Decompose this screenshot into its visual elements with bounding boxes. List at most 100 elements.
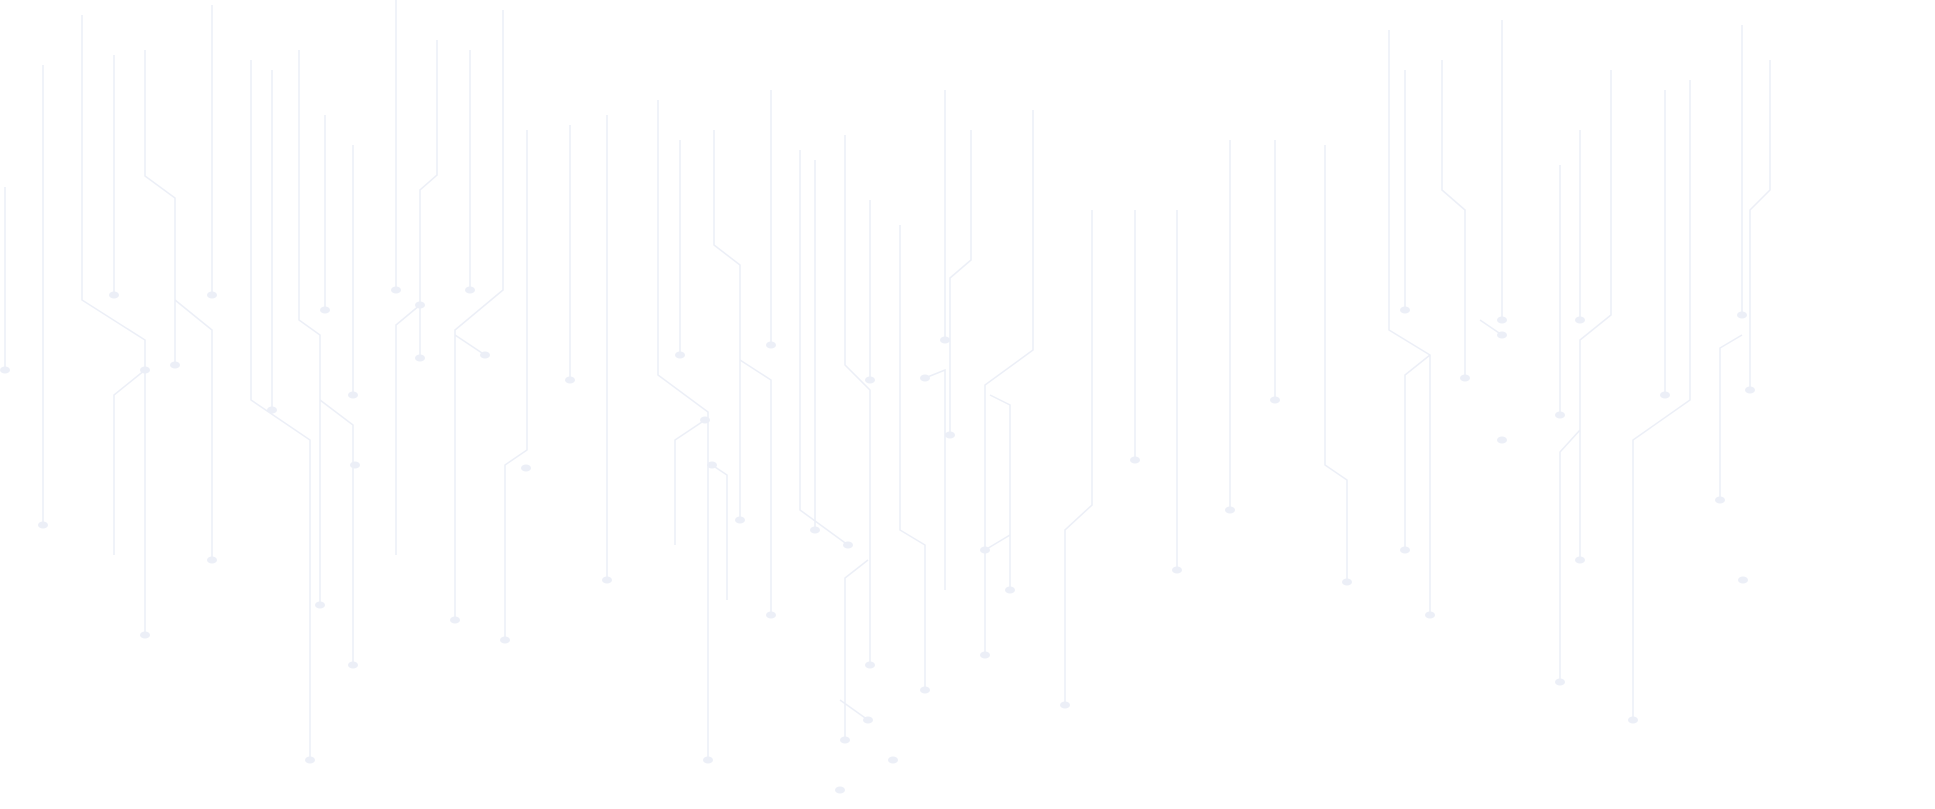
circuit-node-dot — [766, 611, 776, 619]
circuit-trace — [504, 130, 528, 640]
circuit-trace — [984, 110, 1034, 655]
circuit-node-dot — [863, 716, 873, 724]
circuit-trace — [1579, 70, 1612, 560]
circuit-trace — [1324, 145, 1348, 582]
circuit-trace — [395, 304, 421, 555]
circuit-node-dot — [1738, 576, 1748, 584]
circuit-trace — [984, 534, 1011, 551]
circuit-trace — [174, 299, 213, 560]
circuit-node-dot — [1005, 586, 1015, 594]
circuit-trace — [419, 40, 438, 358]
circuit-node-dot — [888, 756, 898, 764]
circuit-node-dot — [1270, 396, 1280, 404]
circuit-node-dot — [415, 354, 425, 362]
circuit-trace — [1632, 80, 1691, 720]
circuit-trace — [674, 419, 706, 545]
circuit-node-dot — [675, 351, 685, 359]
circuit-node-dot — [465, 286, 475, 294]
circuit-node-dot — [1400, 546, 1410, 554]
circuit-node-dot — [865, 376, 875, 384]
circuit-trace — [844, 559, 869, 740]
circuit-node-dot — [207, 556, 217, 564]
circuit-trace — [713, 130, 741, 520]
circuit-node-dot — [1130, 456, 1140, 464]
circuit-node-dot — [0, 366, 10, 374]
circuit-trace — [250, 60, 311, 760]
circuit-node-dot — [1575, 556, 1585, 564]
circuit-node-dot — [843, 541, 853, 549]
circuit-trace — [1064, 210, 1093, 705]
circuit-trace — [1749, 60, 1771, 390]
circuit-node-dot — [1628, 716, 1638, 724]
circuit-node-dot — [840, 736, 850, 744]
circuit-trace — [1441, 60, 1466, 378]
circuit-node-dot — [735, 516, 745, 524]
circuit-node-dot — [170, 361, 180, 369]
circuit-node-dot — [1342, 578, 1352, 586]
circuit-node-dot — [1575, 316, 1585, 324]
circuit-node-dot — [391, 286, 401, 294]
circuit-node-dot — [1497, 316, 1507, 324]
circuit-trace — [949, 130, 972, 435]
circuit-trace — [298, 50, 321, 605]
circuit-node-dot — [350, 461, 360, 469]
circuit-trace — [1559, 429, 1581, 682]
circuit-node-dot — [1660, 391, 1670, 399]
circuit-node-dot — [1497, 436, 1507, 444]
circuit-trace — [319, 399, 354, 665]
circuit-node-dot — [940, 336, 950, 344]
circuit-node-dot — [700, 416, 710, 424]
circuit-node-dot — [602, 576, 612, 584]
circuit-node-dot — [140, 631, 150, 639]
circuit-node-dot — [480, 351, 490, 359]
circuit-trace — [454, 334, 486, 356]
circuit-trace — [711, 464, 728, 600]
circuit-node-dot — [766, 341, 776, 349]
circuit-trace — [989, 394, 1011, 590]
circuit-node-dot — [320, 306, 330, 314]
circuit-trace — [1479, 319, 1503, 336]
circuit-node-dot — [450, 616, 460, 624]
circuit-node-dot — [707, 461, 717, 469]
circuit-trace — [1404, 354, 1431, 550]
circuit-trace — [1719, 334, 1743, 500]
circuit-node-dot — [500, 636, 510, 644]
circuit-node-dot — [1715, 496, 1725, 504]
circuit-trace — [657, 100, 709, 760]
circuit-node-dot — [920, 686, 930, 694]
circuit-node-dot — [415, 301, 425, 309]
circuit-trace — [899, 225, 926, 690]
circuit-node-dot — [109, 291, 119, 299]
circuit-node-dot — [920, 374, 930, 382]
circuit-node-dot — [1497, 331, 1507, 339]
circuit-node-dot — [1737, 311, 1747, 319]
circuit-node-dot — [1060, 701, 1070, 709]
circuit-node-dot — [38, 521, 48, 529]
circuit-node-dot — [1225, 506, 1235, 514]
circuit-trace — [844, 135, 871, 665]
circuit-trace — [839, 699, 869, 721]
circuit-node-dot — [565, 376, 575, 384]
circuit-node-dot — [810, 526, 820, 534]
circuit-node-dot — [267, 406, 277, 414]
circuit-node-dot — [305, 756, 315, 764]
circuit-trace — [454, 10, 504, 620]
circuit-trace — [81, 15, 146, 635]
circuit-node-dot — [1460, 374, 1470, 382]
circuit-node-dot — [1425, 611, 1435, 619]
circuit-node-dot — [1555, 411, 1565, 419]
circuit-trace — [113, 369, 146, 555]
circuit-node-dot — [703, 756, 713, 764]
circuit-trace — [144, 50, 176, 365]
circuit-node-dot — [1745, 386, 1755, 394]
circuit-trace — [739, 359, 772, 615]
circuit-trace — [924, 368, 946, 590]
circuit-trace — [1388, 30, 1431, 615]
circuit-node-dot — [980, 546, 990, 554]
circuit-node-dot — [348, 391, 358, 399]
circuit-node-dot — [865, 661, 875, 669]
circuit-trace — [799, 150, 849, 546]
circuit-node-dot — [1172, 566, 1182, 574]
circuit-node-dot — [1555, 678, 1565, 686]
